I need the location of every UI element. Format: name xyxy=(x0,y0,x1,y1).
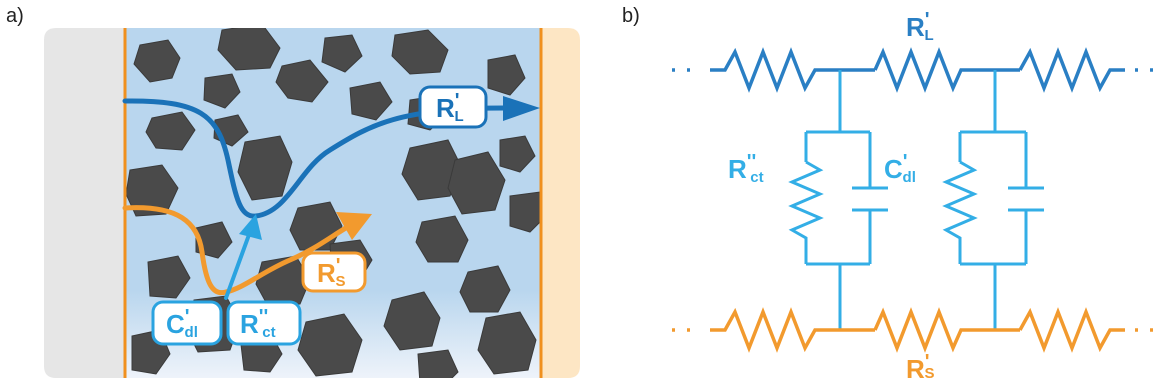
charge-transfer-arrow-line xyxy=(224,230,252,300)
cdl-sub: dl xyxy=(185,324,198,341)
particle xyxy=(459,265,511,313)
particle xyxy=(275,59,329,103)
rl-main: R xyxy=(436,93,455,123)
ionic-resistor-1 xyxy=(710,47,875,93)
ionic-path-arrowhead xyxy=(503,96,540,121)
right-current-collector xyxy=(541,28,580,378)
ionic-rail xyxy=(672,47,1157,93)
particle xyxy=(297,313,363,377)
circuit-label-rs: R' S xyxy=(906,351,935,384)
rs-sub: S xyxy=(336,273,346,290)
particle xyxy=(217,28,281,71)
circuit-label-rl: R' L xyxy=(906,9,934,44)
rct-prime: '' xyxy=(259,306,269,328)
rl-prime: ' xyxy=(455,90,460,112)
particle xyxy=(321,34,363,73)
cdl-main: C xyxy=(166,309,185,339)
panel-a-label: a) xyxy=(6,5,24,27)
label-box-rct: R'' ct xyxy=(226,300,302,346)
particle xyxy=(417,349,459,378)
particle xyxy=(477,311,537,375)
electronic-resistor-3 xyxy=(1018,307,1125,353)
rl-sub: L xyxy=(455,108,464,125)
charge-transfer-resistor-2 xyxy=(942,160,978,264)
rct-sub: ct xyxy=(262,324,275,341)
rs-prime: ' xyxy=(336,255,341,277)
svg-text:R''ct: R'' ct xyxy=(240,306,276,341)
active-material-particles xyxy=(125,28,541,378)
particle xyxy=(195,221,233,259)
left-current-collector xyxy=(44,28,125,378)
label-box-rl: R' L xyxy=(418,85,488,129)
charge-transfer-resistor-1 xyxy=(788,160,824,264)
particle xyxy=(237,135,293,201)
electronic-rail xyxy=(672,307,1157,353)
svg-text:C'dl: C' dl xyxy=(166,306,198,341)
electronic-resistor-1 xyxy=(710,307,875,353)
rs-main: R xyxy=(317,258,336,288)
panel-a-electrode-diagram: R' L R' S C' dl R'' ct xyxy=(44,28,580,378)
circuit-label-rct: R'' ct xyxy=(728,151,764,186)
electronic-path-arrow-line xyxy=(122,205,359,296)
particle xyxy=(509,191,541,233)
particle xyxy=(349,81,393,121)
particle xyxy=(487,54,526,96)
cdl-prime: ' xyxy=(185,306,190,328)
electronic-path-arrowhead xyxy=(336,212,372,240)
label-box-cdl: C' dl xyxy=(151,300,223,346)
particle xyxy=(145,111,196,151)
ionic-path-arrow-line xyxy=(122,98,508,219)
particle xyxy=(147,255,191,299)
svg-text:R'L: R' L xyxy=(436,90,464,125)
particle xyxy=(499,135,536,173)
particle xyxy=(391,29,449,75)
particle xyxy=(401,139,463,201)
particle xyxy=(447,151,506,215)
ionic-resistor-3 xyxy=(1018,47,1125,93)
label-box-rs: R' S xyxy=(301,251,367,293)
particle xyxy=(383,291,441,351)
particle xyxy=(203,73,241,109)
electronic-resistor-2 xyxy=(873,307,1020,353)
particle xyxy=(133,39,181,83)
circuit-label-cdl: C' dl xyxy=(884,151,916,186)
interface-branches xyxy=(788,70,1044,330)
svg-text:R'S: R' S xyxy=(317,255,346,290)
panel-b-transmission-line-circuit: R' L R'' ct xyxy=(672,9,1157,384)
panel-b-label: b) xyxy=(622,5,640,27)
rct-main: R xyxy=(240,309,259,339)
particle xyxy=(415,215,469,263)
charge-transfer-arrowhead xyxy=(239,214,262,240)
ionic-resistor-2 xyxy=(873,47,1020,93)
